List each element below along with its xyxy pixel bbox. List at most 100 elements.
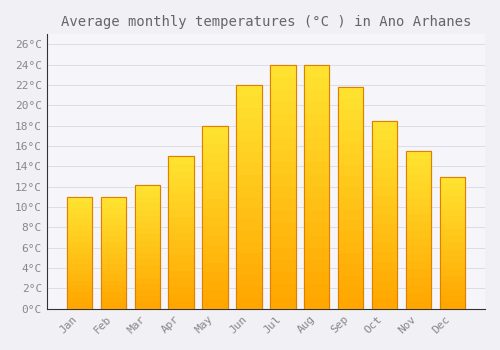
Bar <box>270 260 295 272</box>
Bar <box>440 249 465 256</box>
Bar <box>202 126 228 309</box>
Bar <box>67 231 92 236</box>
Bar <box>134 185 160 309</box>
Bar <box>67 208 92 214</box>
Bar <box>168 240 194 248</box>
Bar <box>440 282 465 289</box>
Bar <box>67 197 92 309</box>
Bar <box>67 203 92 208</box>
Bar <box>304 126 330 138</box>
Bar <box>168 172 194 179</box>
Bar <box>134 185 160 309</box>
Bar <box>270 150 295 162</box>
Bar <box>134 259 160 265</box>
Bar <box>134 284 160 290</box>
Bar <box>168 225 194 232</box>
Bar <box>67 219 92 225</box>
Bar <box>304 272 330 284</box>
Bar <box>134 278 160 284</box>
Bar <box>236 298 262 309</box>
Bar <box>236 119 262 130</box>
Bar <box>100 281 126 286</box>
Bar <box>440 236 465 243</box>
Bar <box>338 253 363 265</box>
Bar <box>236 130 262 141</box>
Bar <box>406 191 431 198</box>
Bar <box>168 194 194 202</box>
Bar <box>372 121 398 130</box>
Bar <box>338 242 363 253</box>
Bar <box>338 231 363 242</box>
Bar <box>236 241 262 253</box>
Bar <box>270 65 295 77</box>
Bar <box>372 177 398 187</box>
Bar <box>100 241 126 247</box>
Bar <box>202 254 228 263</box>
Bar <box>338 142 363 154</box>
Bar <box>304 65 330 309</box>
Bar <box>134 247 160 253</box>
Bar <box>100 236 126 242</box>
Bar <box>304 175 330 187</box>
Bar <box>440 177 465 183</box>
Bar <box>168 156 194 309</box>
Bar <box>406 198 431 206</box>
Bar <box>67 298 92 303</box>
Bar <box>168 217 194 225</box>
Bar <box>338 132 363 142</box>
Bar <box>440 203 465 210</box>
Bar <box>67 281 92 286</box>
Bar <box>67 225 92 231</box>
Bar <box>440 295 465 302</box>
Bar <box>270 199 295 211</box>
Bar <box>100 197 126 203</box>
Bar <box>202 263 228 272</box>
Bar <box>372 243 398 252</box>
Bar <box>372 271 398 281</box>
Bar <box>168 256 194 263</box>
Bar <box>338 275 363 287</box>
Bar <box>372 158 398 168</box>
Bar <box>304 199 330 211</box>
Bar <box>67 253 92 258</box>
Bar <box>304 114 330 126</box>
Bar <box>67 197 92 309</box>
Bar <box>67 275 92 281</box>
Bar <box>304 162 330 175</box>
Bar <box>67 264 92 270</box>
Bar <box>440 302 465 309</box>
Bar <box>338 120 363 132</box>
Bar <box>338 198 363 209</box>
Bar <box>134 240 160 247</box>
Bar <box>134 290 160 296</box>
Bar <box>100 197 126 309</box>
Bar <box>168 278 194 286</box>
Bar <box>134 222 160 228</box>
Bar <box>372 121 398 309</box>
Bar <box>440 216 465 223</box>
Bar <box>270 296 295 309</box>
Bar <box>372 262 398 271</box>
Bar <box>372 130 398 140</box>
Bar <box>100 197 126 309</box>
Bar <box>270 187 295 199</box>
Bar <box>270 65 295 309</box>
Bar <box>406 159 431 167</box>
Bar <box>236 231 262 241</box>
Bar <box>338 109 363 120</box>
Bar <box>134 210 160 216</box>
Bar <box>406 270 431 277</box>
Bar <box>236 253 262 264</box>
Bar <box>134 216 160 222</box>
Bar <box>236 152 262 163</box>
Bar <box>100 253 126 258</box>
Bar <box>372 224 398 233</box>
Bar <box>406 261 431 270</box>
Bar <box>372 196 398 205</box>
Bar <box>202 153 228 162</box>
Bar <box>168 232 194 240</box>
Bar <box>202 226 228 236</box>
Bar <box>270 272 295 284</box>
Bar <box>440 177 465 309</box>
Bar <box>168 156 194 309</box>
